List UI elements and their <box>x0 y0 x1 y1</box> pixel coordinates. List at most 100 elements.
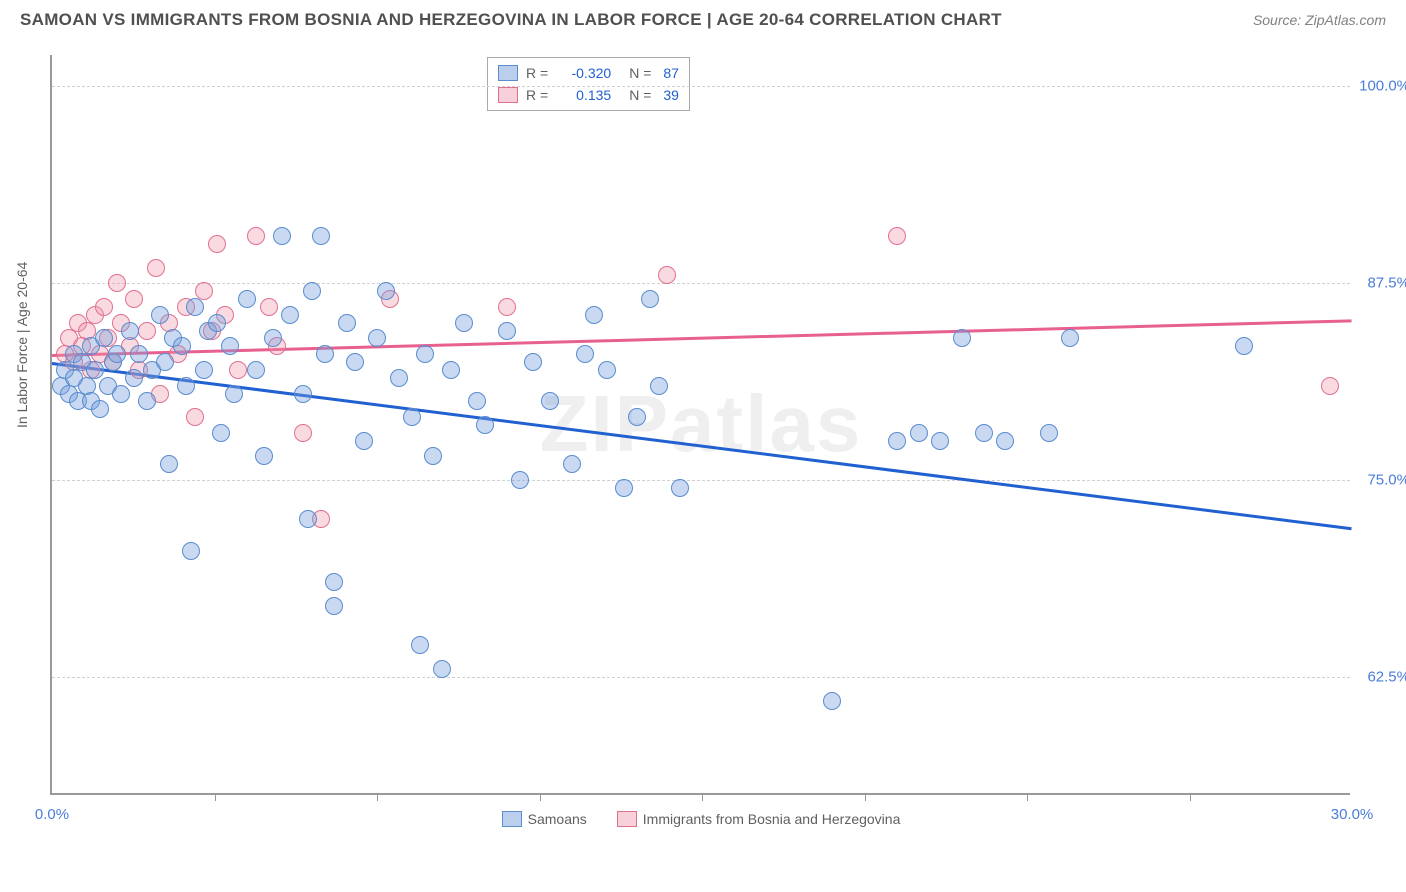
data-point <box>641 290 659 308</box>
data-point <box>156 353 174 371</box>
data-point <box>273 227 291 245</box>
stat-n-label: N = <box>629 62 651 84</box>
data-point <box>416 345 434 363</box>
data-point <box>910 424 928 442</box>
data-point <box>476 416 494 434</box>
data-point <box>1040 424 1058 442</box>
y-tick-label: 87.5% <box>1355 275 1406 292</box>
data-point <box>212 424 230 442</box>
data-point <box>151 306 169 324</box>
x-tick <box>215 793 216 801</box>
legend-swatch <box>498 65 518 81</box>
data-point <box>576 345 594 363</box>
data-point <box>628 408 646 426</box>
data-point <box>229 361 247 379</box>
legend-label: Samoans <box>528 811 587 827</box>
data-point <box>433 660 451 678</box>
data-point <box>931 432 949 450</box>
data-point <box>121 322 139 340</box>
data-point <box>316 345 334 363</box>
trend-line <box>52 362 1352 530</box>
x-tick-label: 30.0% <box>1331 806 1374 823</box>
data-point <box>125 290 143 308</box>
data-point <box>368 329 386 347</box>
data-point <box>112 385 130 403</box>
x-tick <box>377 793 378 801</box>
data-point <box>403 408 421 426</box>
data-point <box>346 353 364 371</box>
data-point <box>294 385 312 403</box>
data-point <box>303 282 321 300</box>
gridline-h <box>52 283 1350 284</box>
data-point <box>325 597 343 615</box>
data-point <box>125 369 143 387</box>
data-point <box>173 337 191 355</box>
source-label: Source: ZipAtlas.com <box>1253 12 1386 28</box>
data-point <box>186 298 204 316</box>
data-point <box>177 377 195 395</box>
data-point <box>468 392 486 410</box>
legend-item: Samoans <box>502 811 587 827</box>
data-point <box>281 306 299 324</box>
data-point <box>95 329 113 347</box>
x-tick-label: 0.0% <box>35 806 69 823</box>
data-point <box>138 322 156 340</box>
legend-swatch <box>617 811 637 827</box>
data-point <box>91 400 109 418</box>
data-point <box>355 432 373 450</box>
data-point <box>147 259 165 277</box>
data-point <box>1321 377 1339 395</box>
data-point <box>658 266 676 284</box>
data-point <box>108 345 126 363</box>
data-point <box>511 471 529 489</box>
chart-title: SAMOAN VS IMMIGRANTS FROM BOSNIA AND HER… <box>20 10 1002 30</box>
y-tick-label: 100.0% <box>1355 78 1406 95</box>
data-point <box>95 298 113 316</box>
data-point <box>498 322 516 340</box>
x-tick <box>702 793 703 801</box>
data-point <box>264 329 282 347</box>
data-point <box>299 510 317 528</box>
data-point <box>563 455 581 473</box>
stat-r-value: -0.320 <box>556 62 611 84</box>
data-point <box>524 353 542 371</box>
data-point <box>823 692 841 710</box>
data-point <box>225 385 243 403</box>
data-point <box>208 314 226 332</box>
gridline-h <box>52 677 1350 678</box>
data-point <box>975 424 993 442</box>
data-point <box>260 298 278 316</box>
data-point <box>338 314 356 332</box>
data-point <box>424 447 442 465</box>
legend-swatch <box>498 87 518 103</box>
bottom-legend: Samoans Immigrants from Bosnia and Herzeg… <box>52 811 1350 827</box>
data-point <box>615 479 633 497</box>
data-point <box>996 432 1014 450</box>
data-point <box>130 345 148 363</box>
y-axis-title: In Labor Force | Age 20-64 <box>14 262 30 428</box>
data-point <box>390 369 408 387</box>
x-tick <box>1190 793 1191 801</box>
stats-legend-row: R = -0.320 N = 87 <box>498 62 679 84</box>
data-point <box>186 408 204 426</box>
data-point <box>953 329 971 347</box>
stat-r-label: R = <box>526 62 548 84</box>
watermark: ZIPatlas <box>540 378 863 470</box>
stat-n-value: 87 <box>663 62 679 84</box>
data-point <box>195 361 213 379</box>
y-tick-label: 75.0% <box>1355 472 1406 489</box>
stats-legend: R =-0.320N =87R =0.135N =39 <box>487 57 690 111</box>
data-point <box>455 314 473 332</box>
data-point <box>208 235 226 253</box>
scatter-plot: ZIPatlas R =-0.320N =87R =0.135N =39 Sam… <box>50 55 1350 795</box>
data-point <box>442 361 460 379</box>
data-point <box>247 361 265 379</box>
data-point <box>238 290 256 308</box>
legend-item: Immigrants from Bosnia and Herzegovina <box>617 811 901 827</box>
data-point <box>888 432 906 450</box>
y-tick-label: 62.5% <box>1355 668 1406 685</box>
data-point <box>108 274 126 292</box>
data-point <box>888 227 906 245</box>
data-point <box>247 227 265 245</box>
data-point <box>377 282 395 300</box>
